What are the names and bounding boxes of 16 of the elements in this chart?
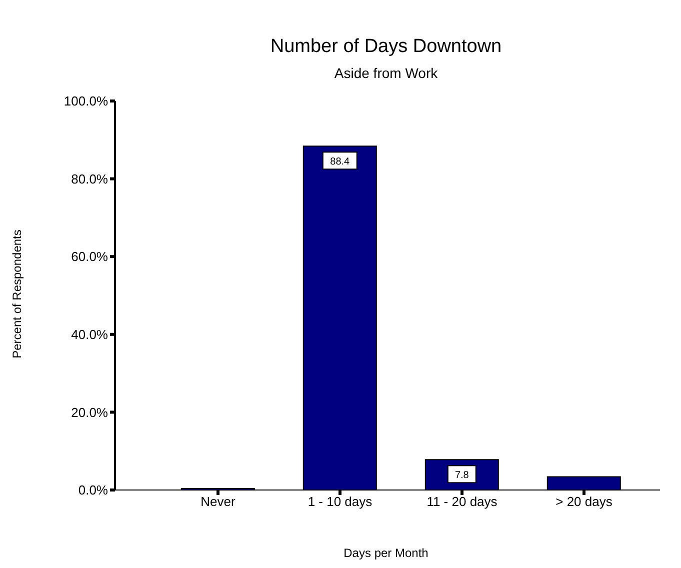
chart-title: Number of Days Downtown [269,36,503,58]
x-axis-title: Days per Month [342,546,430,560]
y-tick-label: 80.0% [71,171,108,186]
y-tick-label: 40.0% [71,327,108,342]
data-label: 88.4 [330,156,350,168]
data-label: 7.8 [454,470,470,482]
chart-subtitle: Aside from Work [333,65,439,81]
y-tick-label: 0.0% [78,482,108,498]
y-tick-label: 60.0% [71,249,108,264]
x-tick-label: 11 - 20 days [426,494,498,510]
y-axis-title: Percent of Respondents [10,228,24,360]
y-tick-label: 20.0% [71,404,108,420]
x-tick-label: > 20 days [556,494,613,510]
x-tick-label: 1 - 10 days [308,494,373,510]
x-tick-label: Never [200,494,236,510]
y-tick-label: 100.0% [64,94,108,109]
